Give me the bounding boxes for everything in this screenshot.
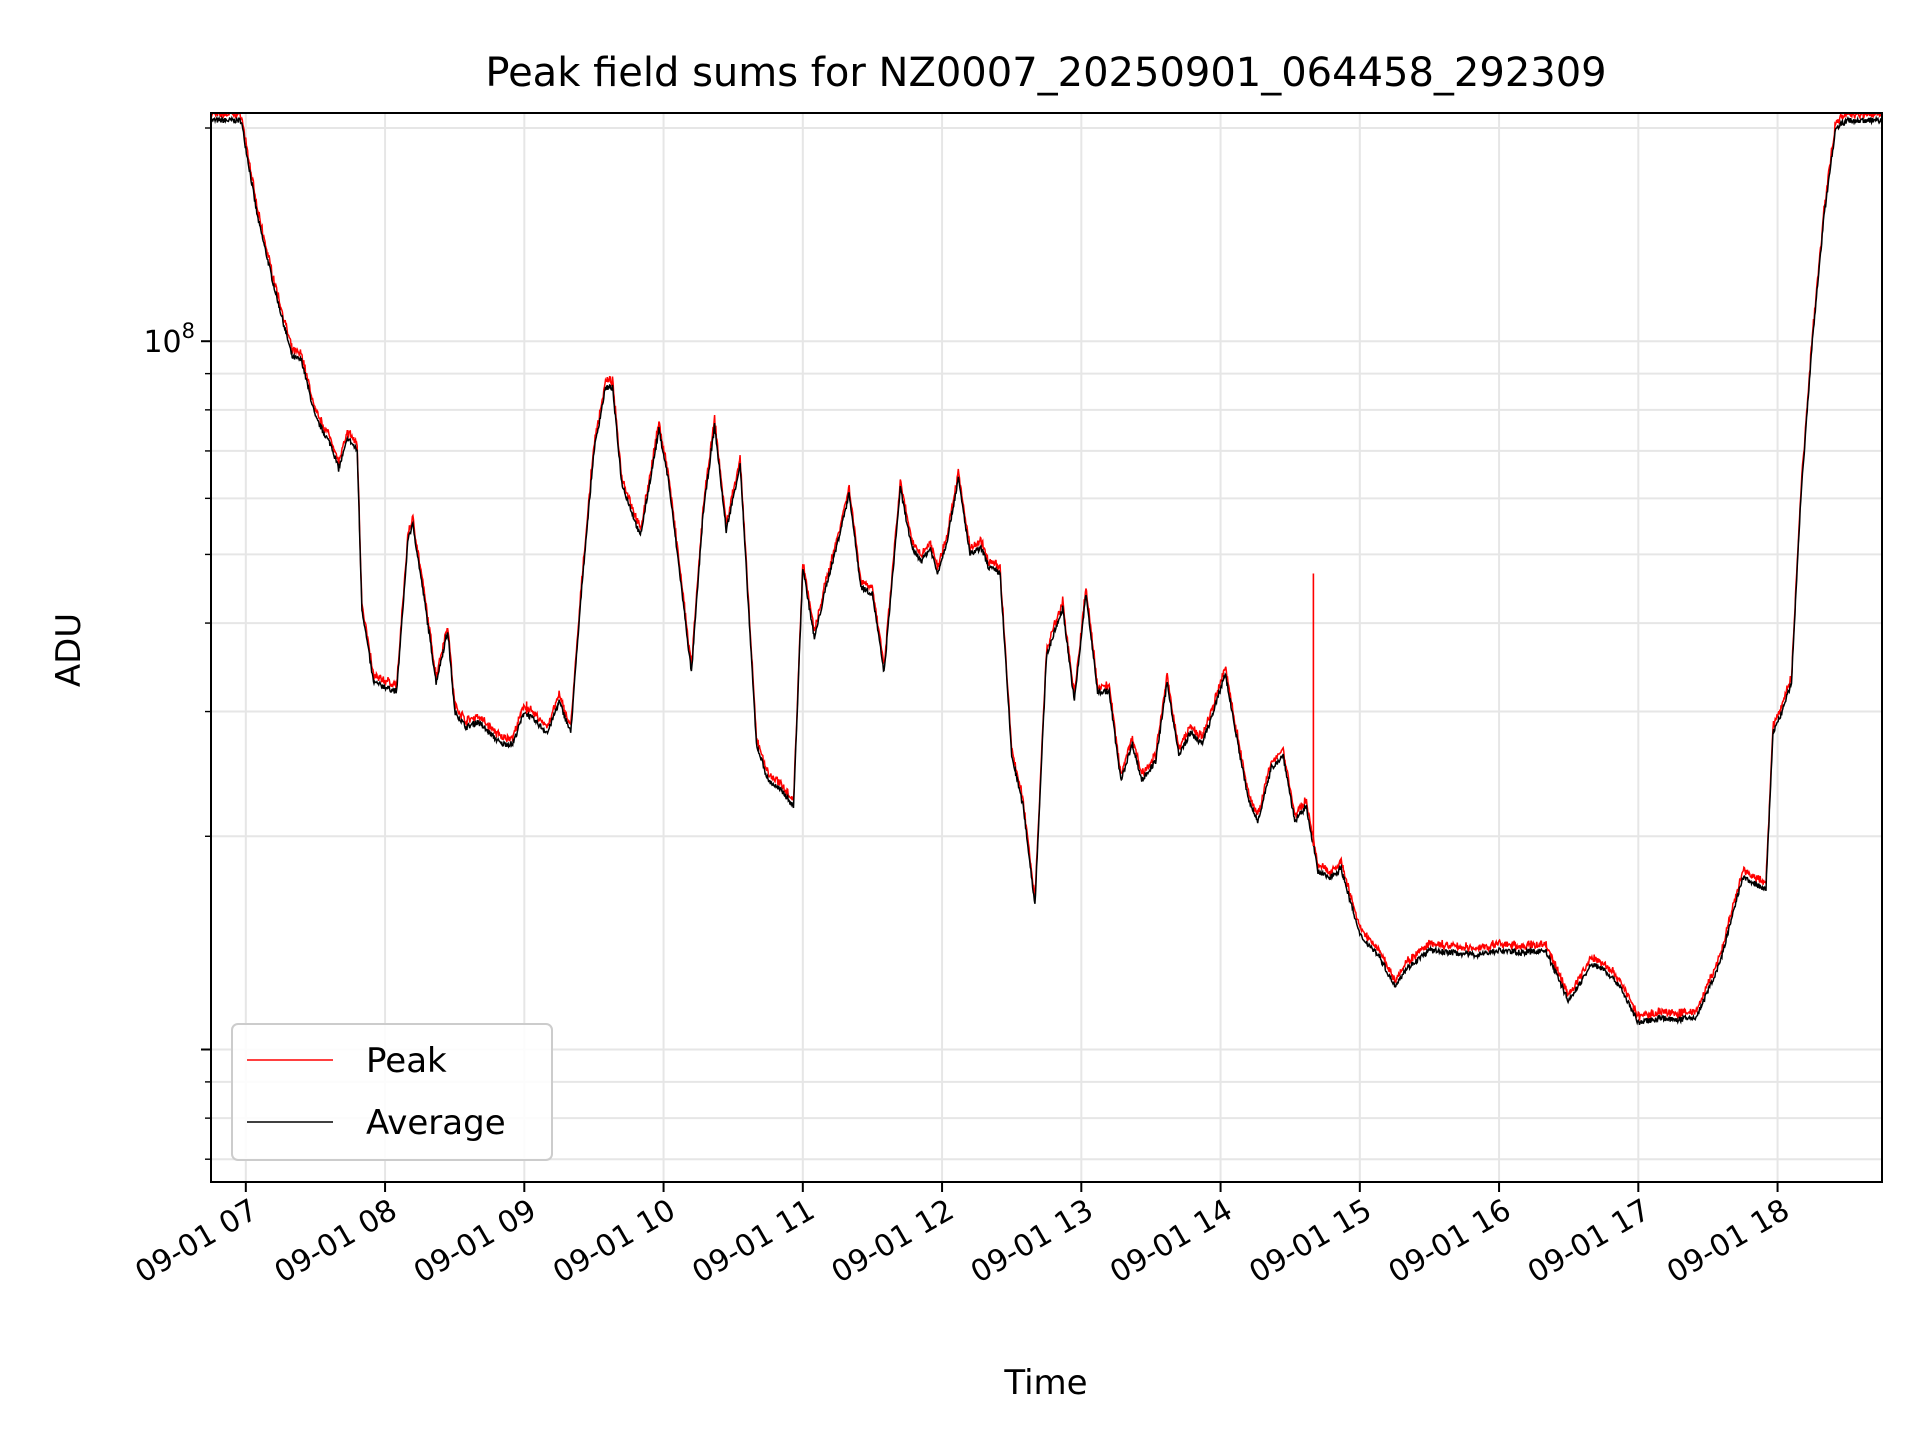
series-layer	[211, 113, 1882, 1026]
y-tick-label: 108	[143, 319, 195, 360]
chart-title: Peak field sums for NZ0007_20250901_0644…	[485, 50, 1606, 96]
legend-peak-label: Peak	[366, 1041, 447, 1081]
legend-box	[231, 1023, 553, 1161]
x-axis-label: Time	[1003, 1363, 1087, 1403]
y-axis-label: ADU	[49, 613, 89, 687]
legend: Peak Average	[231, 1023, 553, 1161]
plot-frame	[210, 112, 1883, 1183]
legend-average-label: Average	[366, 1103, 506, 1143]
grid-layer	[211, 113, 1882, 1182]
average-series-line	[211, 115, 1882, 1026]
